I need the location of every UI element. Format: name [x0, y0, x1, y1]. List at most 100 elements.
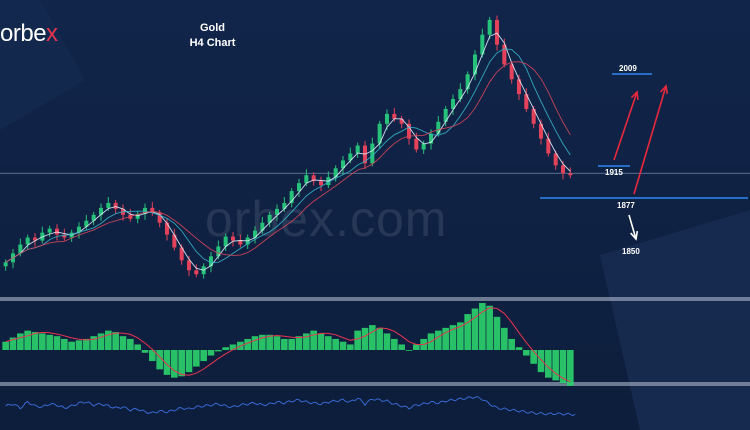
candle-body: [76, 226, 82, 233]
oscillator-line: [5, 395, 576, 417]
candle-body: [98, 207, 104, 215]
candle-body: [318, 181, 324, 186]
histogram-bar: [552, 350, 559, 381]
candle-body: [304, 175, 309, 184]
histogram-bar: [127, 338, 134, 350]
histogram-bar: [156, 350, 163, 370]
histogram-bar: [112, 332, 119, 350]
candle-body: [465, 74, 470, 90]
histogram-bar: [354, 330, 361, 350]
ma-fast-line: [5, 32, 571, 271]
candle-body: [296, 183, 302, 192]
histogram-bar: [325, 336, 332, 350]
histogram-bar: [471, 308, 479, 350]
candle-body: [172, 234, 177, 248]
candle-body: [47, 228, 52, 233]
histogram-bar: [288, 338, 295, 350]
arrow-up-to-2009-b-shaft: [633, 85, 667, 195]
histogram-bar: [369, 325, 376, 350]
histogram-bar: [405, 350, 413, 351]
histogram-bar: [193, 350, 200, 367]
annotations: [540, 73, 748, 241]
chart-title-line2: H4 Chart: [189, 37, 236, 49]
histogram-bar: [53, 336, 61, 350]
candle-body: [274, 208, 280, 215]
histogram-bar: [486, 305, 493, 350]
oscillator-panel: [5, 395, 576, 417]
level-label-2009: 2009: [619, 64, 637, 73]
watermark: orbex.com: [205, 191, 448, 247]
moving-averages: [5, 32, 571, 271]
candle-body: [421, 143, 426, 150]
histogram-bar: [119, 336, 127, 350]
histogram-bar: [24, 330, 31, 350]
histogram-bar: [215, 350, 222, 352]
candle-body: [135, 213, 140, 219]
candle-body: [289, 191, 294, 203]
candle-body: [487, 19, 492, 35]
candle-body: [399, 118, 404, 124]
histogram-bar: [398, 344, 405, 350]
candle-body: [568, 173, 573, 176]
candle-body: [208, 256, 214, 267]
histogram-bar: [46, 334, 53, 350]
candle-body: [91, 214, 96, 221]
histogram-bar: [171, 350, 178, 378]
arrow-down-to-1850-shaft: [628, 214, 637, 240]
histogram-bar: [2, 341, 9, 350]
chart-title-line1: Gold: [199, 22, 226, 34]
candle-body: [186, 260, 192, 271]
histogram-bar: [435, 330, 442, 350]
candle-body: [340, 160, 346, 169]
histogram-panel: [2, 303, 574, 386]
candle-body: [113, 202, 118, 209]
histogram-bar: [457, 322, 464, 350]
histogram-bar: [545, 350, 552, 378]
histogram-bar: [149, 350, 156, 362]
candle-body: [32, 237, 38, 241]
arrow-down-to-1850-head: [630, 230, 639, 241]
histogram-bar: [515, 347, 523, 350]
histogram-bar: [68, 341, 75, 350]
histogram-bar: [17, 333, 24, 350]
candle-body: [509, 64, 514, 80]
histogram-bar: [464, 314, 471, 350]
histogram-bar: [347, 344, 354, 350]
histogram-bar: [449, 325, 457, 350]
histogram-bar: [508, 338, 515, 350]
histogram-bar: [178, 350, 185, 377]
candle-body: [260, 222, 265, 231]
candle-body: [524, 94, 529, 109]
candle-body: [370, 143, 375, 164]
histogram-bar: [281, 338, 288, 350]
histogram-bar: [31, 332, 39, 350]
ma-mid-line: [5, 48, 571, 263]
histogram-bar: [559, 350, 567, 384]
arrow-up-to-2009-b-head: [660, 84, 669, 95]
candle-body: [384, 113, 390, 124]
candle-body: [531, 108, 536, 124]
histogram-bar: [501, 327, 508, 350]
candle-body: [157, 212, 162, 223]
candle-body: [502, 44, 507, 65]
histogram-bar: [222, 347, 229, 350]
histogram-bar: [339, 341, 347, 350]
arrow-down-to-1850: [628, 214, 639, 241]
candle-body: [333, 168, 338, 178]
arrow-up-to-2009-a-head: [630, 90, 639, 101]
histogram-bar: [361, 327, 369, 350]
histogram-bar: [134, 344, 141, 350]
histogram-bar: [303, 333, 310, 350]
histogram-bar: [266, 334, 273, 350]
histogram-bar: [523, 350, 530, 356]
candle-body: [450, 99, 456, 109]
candle-body: [282, 202, 287, 209]
candle-body: [18, 244, 23, 254]
logo-accent: x: [46, 20, 58, 47]
candle-body: [436, 121, 441, 134]
level-label-1915: 1915: [605, 168, 623, 177]
histogram-bar: [61, 338, 68, 350]
